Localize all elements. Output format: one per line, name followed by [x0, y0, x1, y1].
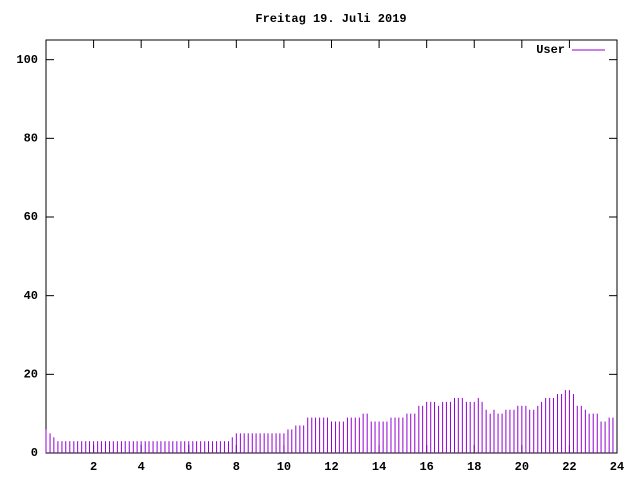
y-tick-label: 0 [31, 446, 38, 460]
y-tick-label: 60 [24, 210, 38, 224]
chart-title: Freitag 19. Juli 2019 [255, 12, 406, 26]
x-tick-label: 8 [233, 460, 240, 474]
legend-label: User [536, 43, 565, 57]
x-tick-label: 20 [515, 460, 529, 474]
x-tick-label: 16 [419, 460, 433, 474]
x-tick-label: 4 [138, 460, 145, 474]
x-tick-label: 14 [372, 460, 386, 474]
plot-frame [45, 39, 618, 454]
x-tick-label: 10 [277, 460, 291, 474]
x-tick-label: 24 [610, 460, 624, 474]
x-tick-label: 6 [185, 460, 192, 474]
x-tick-label: 12 [324, 460, 338, 474]
y-tick-label: 20 [24, 368, 38, 382]
y-tick-label: 40 [24, 289, 38, 303]
x-tick-label: 18 [467, 460, 481, 474]
y-tick-label: 100 [16, 53, 38, 67]
x-tick-label: 2 [90, 460, 97, 474]
y-tick-label: 80 [24, 132, 38, 146]
x-tick-label: 22 [562, 460, 576, 474]
